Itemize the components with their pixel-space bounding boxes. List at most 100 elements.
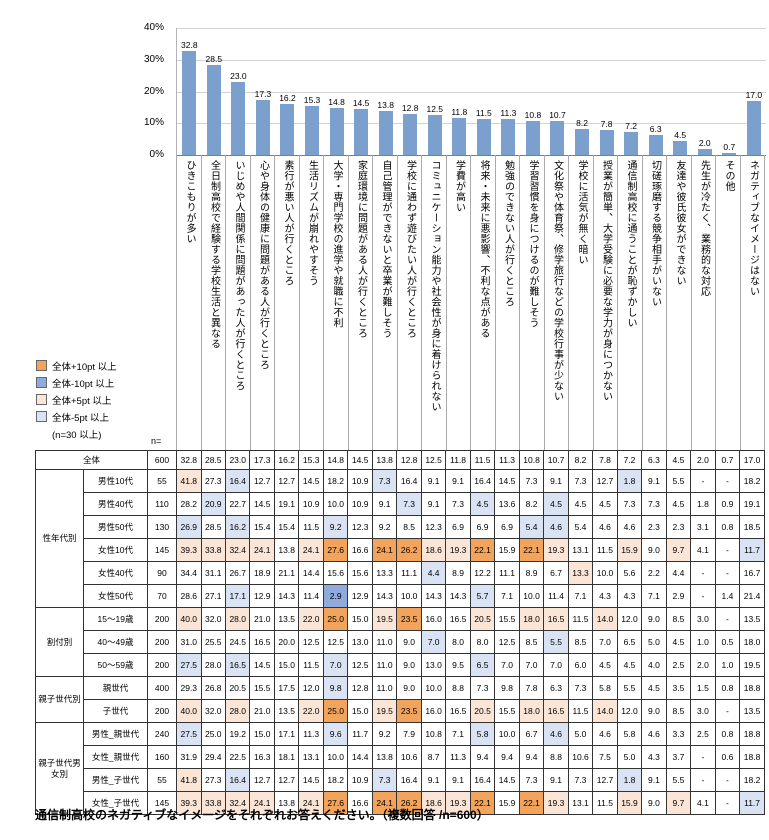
category-header-cell: 家庭環境に問題がある人が行くところ [347,155,373,450]
value-cell: 3.5 [665,676,692,700]
value-cell: 10.0 [494,722,520,746]
bar [182,50,197,155]
value-cell: 6.0 [567,653,594,677]
value-cell: 16.0 [420,607,447,631]
value-cell: 7.0 [322,653,349,677]
value-cell: 34.4 [176,561,202,585]
value-cell: 5.8 [616,722,643,746]
bar-slot: 11.8 [447,28,472,155]
value-cell: 12.2 [469,561,496,585]
value-cell: 13.8 [273,538,300,562]
value-cell: 9.8 [322,676,349,700]
value-cell: 19.3 [445,791,471,815]
sample-size: 200 [147,607,178,631]
value-cell: 5.6 [616,561,643,585]
value-cell: 16.3 [249,745,275,769]
value-cell: 4.5 [665,450,692,470]
legend-item: 全体+10pt 以上 [36,357,117,374]
value-cell: 7.1 [641,584,667,608]
value-cell: 16.4 [396,768,422,792]
value-cell: 13.5 [273,607,300,631]
category-header-text: その他 [723,160,734,192]
value-cell: 12.5 [298,630,324,654]
value-cell: 13.3 [371,561,398,585]
value-cell: 23.0 [224,450,251,470]
bar [599,130,614,155]
gridline [177,59,766,61]
bar [354,109,369,155]
value-cell: 33.8 [200,791,226,815]
value-cell: 16.4 [396,469,422,493]
value-cell: 22.1 [518,538,545,562]
value-cell: 0.8 [714,515,741,539]
value-cell: 12.7 [592,469,618,493]
value-cell: 32.8 [176,450,202,470]
category-header-cell: 勉強のできない人が行くところ [494,155,520,450]
value-cell: 39.3 [176,538,202,562]
value-cell: 18.9 [249,561,275,585]
value-cell: 3.0 [690,699,716,723]
value-cell: 7.1 [494,584,520,608]
value-cell: 26.8 [200,676,226,700]
value-cell: 7.0 [420,630,447,654]
category-header-text: 素行が悪い人が行くところ [282,160,293,286]
value-cell: 11.7 [739,791,765,815]
value-cell: 8.9 [445,561,471,585]
value-cell: 9.1 [641,768,667,792]
value-cell: 4.5 [665,630,692,654]
y-axis-tick-label: 30% [143,53,164,65]
value-cell: 16.4 [224,768,251,792]
legend-item-label: 全体+5pt 以上 [52,395,112,407]
category-header-text: ひきこもりが多い [184,160,195,244]
value-cell: 9.4 [494,745,520,769]
sample-size: 240 [147,722,178,746]
value-cell: 10.6 [396,745,422,769]
value-cell: 19.5 [739,653,765,677]
value-cell: 2.5 [665,653,692,677]
category-header-cell: 生活リズムが崩れやすそう [298,155,324,450]
category-header-cell: 素行が悪い人が行くところ [274,155,299,450]
value-cell: 3.3 [665,722,692,746]
value-cell: 11.5 [298,653,324,677]
question-caption: 通信制高校のネガティブなイメージをそれぞれお答えください。（複数回答 /n=60… [35,808,489,822]
value-cell: 7.8 [592,450,618,470]
value-cell: 27.3 [200,469,226,493]
value-cell: - [690,469,716,493]
value-cell: 15.5 [494,607,520,631]
table-row: 女性40代 90 34.4 31.1 26.7 18.9 21.1 14.4 15.6 15.6 1… [36,561,765,585]
value-cell: 3.1 [690,515,716,539]
value-cell: 14.4 [298,561,324,585]
value-cell: 15.5 [494,699,520,723]
value-cell: - [714,791,741,815]
value-cell: 18.8 [739,676,765,700]
value-cell: 2.2 [641,561,667,585]
value-cell: 9.5 [445,653,471,677]
value-cell: 20.0 [273,630,300,654]
sample-size: 400 [147,676,178,700]
value-cell: 24.1 [298,791,324,815]
value-cell: 9.2 [322,515,349,539]
category-header-text: 学習習慣を身につけるのが難しそう [527,160,538,328]
value-cell: 18.0 [739,630,765,654]
value-cell: 28.5 [200,450,226,470]
category-header-cell: 学習習慣を身につけるのが難しそう [519,155,544,450]
value-cell: 0.8 [714,722,741,746]
value-cell: 4.5 [616,653,643,677]
value-cell: 22.1 [518,791,545,815]
sample-size: 600 [147,450,178,470]
value-cell: 10.0 [592,561,618,585]
overall-row-label: 全体 [34,450,149,470]
value-cell: 2.5 [690,722,716,746]
bar-value-label: 7.8 [600,119,613,130]
value-cell: 28.2 [176,492,202,516]
bar-value-label: 8.2 [576,118,588,128]
value-cell: 4.5 [665,492,692,516]
value-cell: 11.5 [567,699,594,723]
category-header-cell: 心や身体の健康に問題がある人が行くところ [249,155,275,450]
value-cell: 7.3 [371,469,398,493]
value-cell: 1.4 [714,584,741,608]
bar-slot: 23.0 [226,28,251,155]
value-cell: 21.0 [249,607,275,631]
value-cell: 24.5 [224,630,251,654]
